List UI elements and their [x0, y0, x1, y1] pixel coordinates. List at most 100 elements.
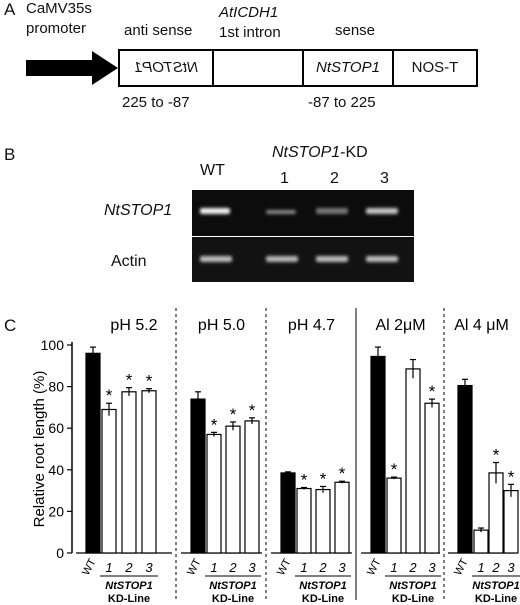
intron-box [212, 49, 304, 87]
x-label-wt: WT [80, 557, 99, 578]
significance-star: * [391, 460, 398, 479]
bar [405, 368, 421, 554]
antisense-label: anti sense [124, 22, 193, 39]
x-label-line: 2 [228, 560, 237, 575]
significance-star: * [493, 446, 500, 465]
sense-gene-label: NtSTOP1 [316, 59, 380, 76]
gel-lane-2: 2 [330, 170, 339, 187]
kd-line-label: KD-Line [212, 593, 254, 605]
intron-sublabel: 1st intron [219, 24, 281, 41]
bar [334, 481, 350, 554]
kd-gene-label: NtSTOP1 [389, 580, 436, 592]
sense-box: NtSTOP1 [302, 49, 394, 87]
x-label-wt: WT [275, 557, 294, 578]
antisense-gene-label: NtSTOP1 [134, 59, 198, 76]
gel-kd-suffix: -KD [340, 144, 368, 161]
y-tick-label: 40 [48, 462, 64, 478]
y-axis-label: Relative root length (%) [31, 371, 48, 528]
x-label-line: 1 [300, 560, 307, 575]
x-label-line: 1 [390, 560, 397, 575]
sense-range: -87 to 225 [308, 94, 376, 111]
bar [424, 402, 440, 554]
significance-star: * [106, 386, 113, 405]
group-title: pH 5.0 [198, 317, 245, 334]
bar [473, 529, 489, 554]
y-tick-label: 0 [56, 545, 64, 561]
x-label-wt: WT [365, 557, 384, 578]
bar [85, 352, 101, 554]
bar [503, 490, 519, 554]
promoter-label-line1: CaMV35s [26, 0, 92, 17]
significance-star: * [429, 382, 436, 401]
kd-line-label: KD-Line [392, 593, 434, 605]
bar [141, 390, 157, 554]
kd-line-label: KD-Line [108, 593, 150, 605]
significance-star: * [126, 371, 133, 390]
kd-gene-label: NtSTOP1 [209, 580, 256, 592]
bar [244, 420, 260, 554]
gel-actin-wt [200, 256, 232, 262]
intron-label: AtICDH1 [219, 4, 279, 21]
bar [225, 425, 241, 554]
significance-star: * [249, 401, 256, 420]
bar [457, 384, 473, 554]
group-title: Al 2μM [375, 317, 425, 334]
gel-row2-label: Actin [111, 253, 147, 270]
group-title: pH 5.2 [110, 317, 157, 334]
x-label-line: 3 [145, 560, 153, 575]
gel-row1-label: NtSTOP1 [104, 202, 173, 219]
x-label-wt: WT [185, 557, 204, 578]
y-tick-label: 20 [48, 503, 64, 519]
x-label-line: 3 [507, 560, 515, 575]
group-title: Al 4 μM [454, 317, 509, 334]
bar [121, 391, 137, 554]
y-tick-label: 60 [48, 420, 64, 436]
x-label-line: 1 [210, 560, 217, 575]
sense-label: sense [335, 22, 376, 39]
gel-lane-3: 3 [380, 170, 389, 187]
x-label-line: 2 [318, 560, 327, 575]
gel-band-kd2 [316, 208, 348, 214]
gel-lane-1: 1 [280, 170, 289, 187]
bar [280, 472, 296, 554]
kd-gene-label: NtSTOP1 [472, 580, 519, 592]
terminator-label: NOS-T [411, 59, 459, 76]
x-label-line: 1 [477, 560, 484, 575]
gel-kd-gene: NtSTOP1 [272, 144, 341, 161]
gel-kd-title: NtSTOP1-KD [272, 144, 368, 162]
gel-actin-kd1 [266, 256, 298, 262]
bar [206, 433, 222, 554]
significance-star: * [320, 469, 327, 488]
bar [488, 472, 504, 554]
bar [386, 477, 402, 554]
significance-star: * [508, 467, 515, 486]
antisense-box: NtSTOP1 [118, 49, 214, 87]
significance-star: * [301, 470, 308, 489]
gel-image [192, 190, 414, 282]
significance-star: * [146, 372, 153, 391]
bar [370, 355, 386, 554]
bar [101, 408, 117, 554]
x-label-line: 2 [124, 560, 133, 575]
gel-band-kd1 [266, 210, 296, 214]
group-title: pH 4.7 [288, 317, 335, 334]
x-label-line: 2 [491, 560, 500, 575]
x-label-line: 3 [248, 560, 256, 575]
kd-gene-label: NtSTOP1 [299, 580, 346, 592]
antisense-range: 225 to -87 [122, 94, 190, 111]
gel-band-wt [200, 208, 230, 214]
gel-wt-label: WT [200, 162, 225, 179]
promoter-arrow [26, 51, 118, 85]
bar [315, 488, 331, 554]
x-label-line: 3 [338, 560, 346, 575]
x-label-line: 1 [105, 560, 112, 575]
panel-b-letter: B [4, 145, 16, 164]
y-tick-label: 80 [48, 379, 64, 395]
root-length-chart: 0 20 40 60 80 100 Relative root length (%) pH 5… [31, 308, 520, 605]
gel-actin-kd2 [316, 256, 348, 262]
bar [296, 487, 312, 554]
bar [190, 398, 206, 554]
significance-star: * [211, 415, 218, 434]
kd-line-label: KD-Line [302, 593, 344, 605]
x-label-line: 2 [408, 560, 417, 575]
